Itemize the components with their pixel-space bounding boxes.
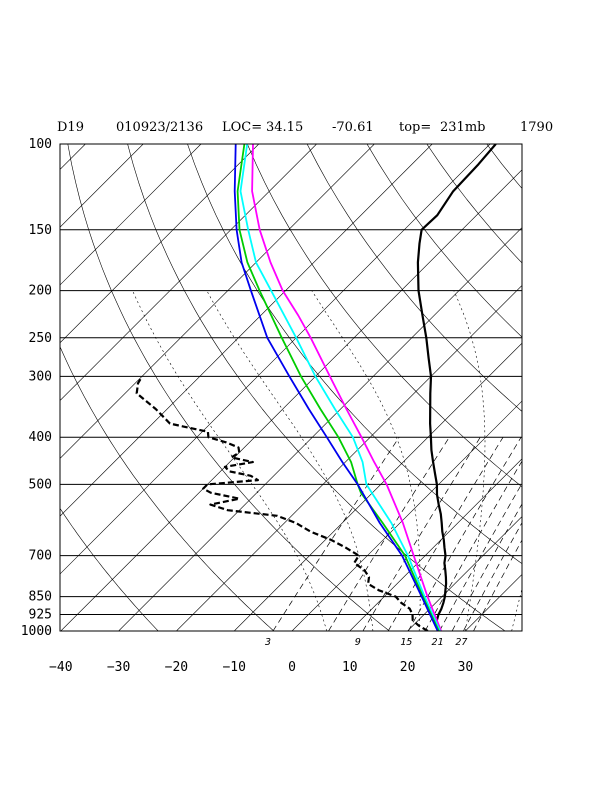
mixing-ratio-label-9: 9 (355, 637, 361, 648)
isotherm-40 (523, 144, 612, 631)
series-solid-magenta (251, 144, 442, 631)
pressure-label-400: 400 (29, 430, 52, 445)
dry-adiabat-450 (547, 144, 612, 631)
sounding-datetime: 010923/2136 (116, 120, 204, 135)
series-solid-black-thick (416, 144, 497, 631)
moist-adiabat-6 (132, 290, 327, 631)
top-label: top= (399, 120, 432, 135)
mixing-ratio-label-21: 21 (431, 637, 443, 648)
mixing-ratio-30 (473, 539, 522, 631)
mixing-ratio-label-15: 15 (400, 637, 412, 648)
temperature-label--40: −40 (49, 660, 72, 675)
dry-adiabat-310 (127, 144, 506, 631)
temperature-axis-labels: −40 −30 −20 −10 0 10 20 30 (49, 660, 473, 675)
moist-adiabat-lines (132, 290, 522, 631)
moist-adiabat-14 (206, 290, 374, 631)
series-solid-cyan (239, 144, 441, 631)
isotherm--40 (60, 169, 522, 631)
pressure-label-250: 250 (29, 331, 52, 346)
pressure-label-500: 500 (29, 477, 52, 492)
series-solid-green (236, 144, 440, 631)
temperature-label-20: 20 (400, 660, 416, 675)
mixing-ratio-12 (387, 437, 504, 631)
sounding-header: D19 010923/2136 LOC= 34.15 -70.61 top= 2… (0, 118, 612, 138)
mixing-ratio-21 (439, 482, 522, 631)
mixing-ratio-9 (362, 437, 481, 631)
dry-adiabat-430 (486, 144, 522, 189)
dry-adiabat-470 (606, 144, 612, 631)
temperature-label--20: −20 (165, 660, 188, 675)
isotherm--20 (176, 284, 522, 631)
isotherm--110 (60, 144, 144, 228)
dry-adiabat-290 (67, 144, 390, 631)
top-pressure-value: 231mb (440, 120, 486, 135)
isotherm-50 (581, 144, 612, 631)
isotherm--10 (233, 342, 522, 631)
dry-adiabat-250 (60, 507, 159, 631)
pressure-label-150: 150 (29, 223, 52, 238)
latitude-value: 34.15 (266, 120, 304, 135)
mixing-ratio-15 (407, 437, 522, 631)
temperature-label-0: 0 (288, 660, 296, 675)
pressure-label-300: 300 (29, 369, 52, 384)
temperature-label--30: −30 (107, 660, 130, 675)
mixing-ratio-label-3: 3 (264, 637, 271, 648)
pressure-label-100: 100 (29, 137, 52, 152)
isotherm-10 (349, 458, 522, 631)
station-id: D19 (57, 120, 84, 135)
mixing-ratio-label-27: 27 (455, 637, 467, 648)
dry-adiabat-410 (426, 144, 522, 264)
mixing-ratio-labels: 3 9 15 21 27 (264, 637, 467, 648)
dry-adiabat-370 (306, 144, 522, 412)
isotherm-0 (291, 400, 522, 631)
pressure-label-700: 700 (29, 549, 52, 564)
temperature-label-10: 10 (342, 660, 358, 675)
isobar-lines (60, 143, 522, 632)
isotherm--90 (60, 144, 260, 344)
moist-adiabat-22 (311, 290, 421, 631)
sounding-profiles (135, 144, 497, 631)
mixing-ratio-24 (451, 503, 522, 631)
moist-adiabat-30 (453, 290, 486, 631)
longitude-value: -70.61 (332, 120, 374, 135)
isotherm-lines (60, 144, 612, 631)
isotherm--80 (60, 144, 317, 402)
location-label: LOC= (222, 120, 263, 135)
moist-adiabat-38 (511, 587, 522, 631)
temperature-label-30: 30 (458, 660, 474, 675)
pressure-label-850: 850 (29, 590, 52, 605)
dry-adiabat-330 (187, 144, 522, 565)
pressure-label-925: 925 (29, 608, 52, 623)
isotherm--60 (60, 144, 433, 517)
isotherm-30 (465, 573, 522, 631)
isotherm-20 (407, 516, 522, 631)
dry-adiabat-lines (60, 144, 612, 631)
isotherm--70 (60, 144, 375, 459)
pressure-label-1000: 1000 (21, 624, 52, 639)
series-solid-blue (233, 144, 439, 631)
series-dashed-black-thick (135, 375, 429, 631)
header-extra-value: 1790 (520, 120, 554, 135)
isotherm--50 (60, 144, 491, 575)
temperature-label--10: −10 (222, 660, 245, 675)
isotherm--100 (60, 144, 202, 286)
pressure-label-200: 200 (29, 284, 52, 299)
plot-frame (59, 143, 523, 632)
mixing-ratio-18 (424, 460, 522, 631)
isotherm--30 (118, 227, 522, 631)
